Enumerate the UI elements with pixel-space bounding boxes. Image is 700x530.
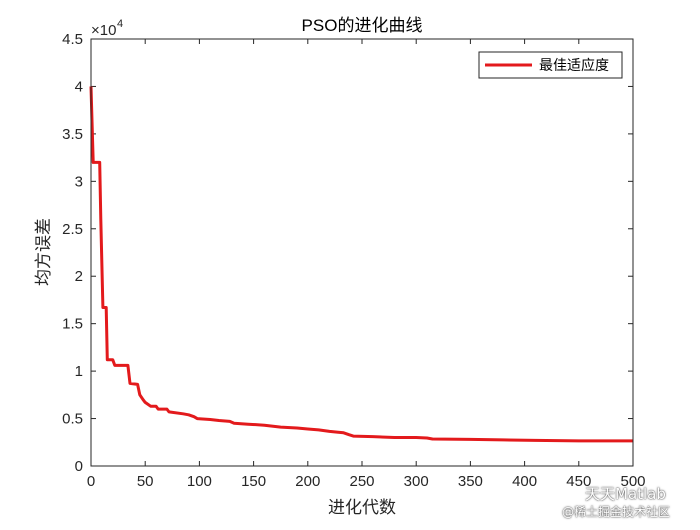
- y-tick-label: 0.5: [62, 411, 83, 428]
- y-exponent-base: ×10: [91, 22, 116, 39]
- watermark-line1: 天天Matlab: [585, 485, 666, 503]
- x-tick-label: 100: [187, 473, 212, 490]
- x-tick-label: 300: [404, 473, 429, 490]
- x-tick-label: 200: [295, 473, 320, 490]
- y-exponent-power: 4: [117, 18, 123, 30]
- plot-area: [91, 39, 633, 466]
- y-tick-label: 4.5: [62, 31, 83, 48]
- y-tick-label: 3: [75, 173, 83, 190]
- y-tick-label: 3.5: [62, 126, 83, 143]
- y-tick-label: 2: [75, 268, 83, 285]
- x-tick-label: 400: [512, 473, 537, 490]
- y-tick-label: 0: [75, 458, 83, 475]
- x-tick-label: 50: [137, 473, 154, 490]
- series-layer: [89, 86, 633, 443]
- y-tick-label: 2.5: [62, 221, 83, 238]
- y-tick-label: 1: [75, 363, 83, 380]
- plot-frame: [90, 38, 634, 467]
- series-line-0: [89, 86, 633, 443]
- y-axis-label: 均方误差: [34, 218, 54, 286]
- x-tick-label: 150: [241, 473, 266, 490]
- x-tick-label: 500: [620, 473, 645, 490]
- chart-title: PSO的进化曲线: [302, 16, 423, 35]
- y-tick-label: 4: [75, 78, 83, 95]
- x-axis-label: 进化代数: [328, 498, 396, 518]
- legend-label: 最佳适应度: [539, 57, 609, 74]
- x-tick-label: 450: [566, 473, 591, 490]
- tick-labels: 0 50 100 150 200 250 300 350 400 450 500 0 0.5 1 1.5 2 2…: [62, 31, 645, 490]
- x-tick-label: 350: [458, 473, 483, 490]
- y-tick-label: 1.5: [62, 316, 83, 333]
- watermark-line2: @稀土掘金技术社区: [562, 505, 671, 519]
- x-tick-label: 250: [349, 473, 374, 490]
- x-tick-label: 0: [87, 473, 95, 490]
- legend: 最佳适应度: [478, 51, 623, 79]
- y-exponent: ×10 4: [91, 18, 123, 39]
